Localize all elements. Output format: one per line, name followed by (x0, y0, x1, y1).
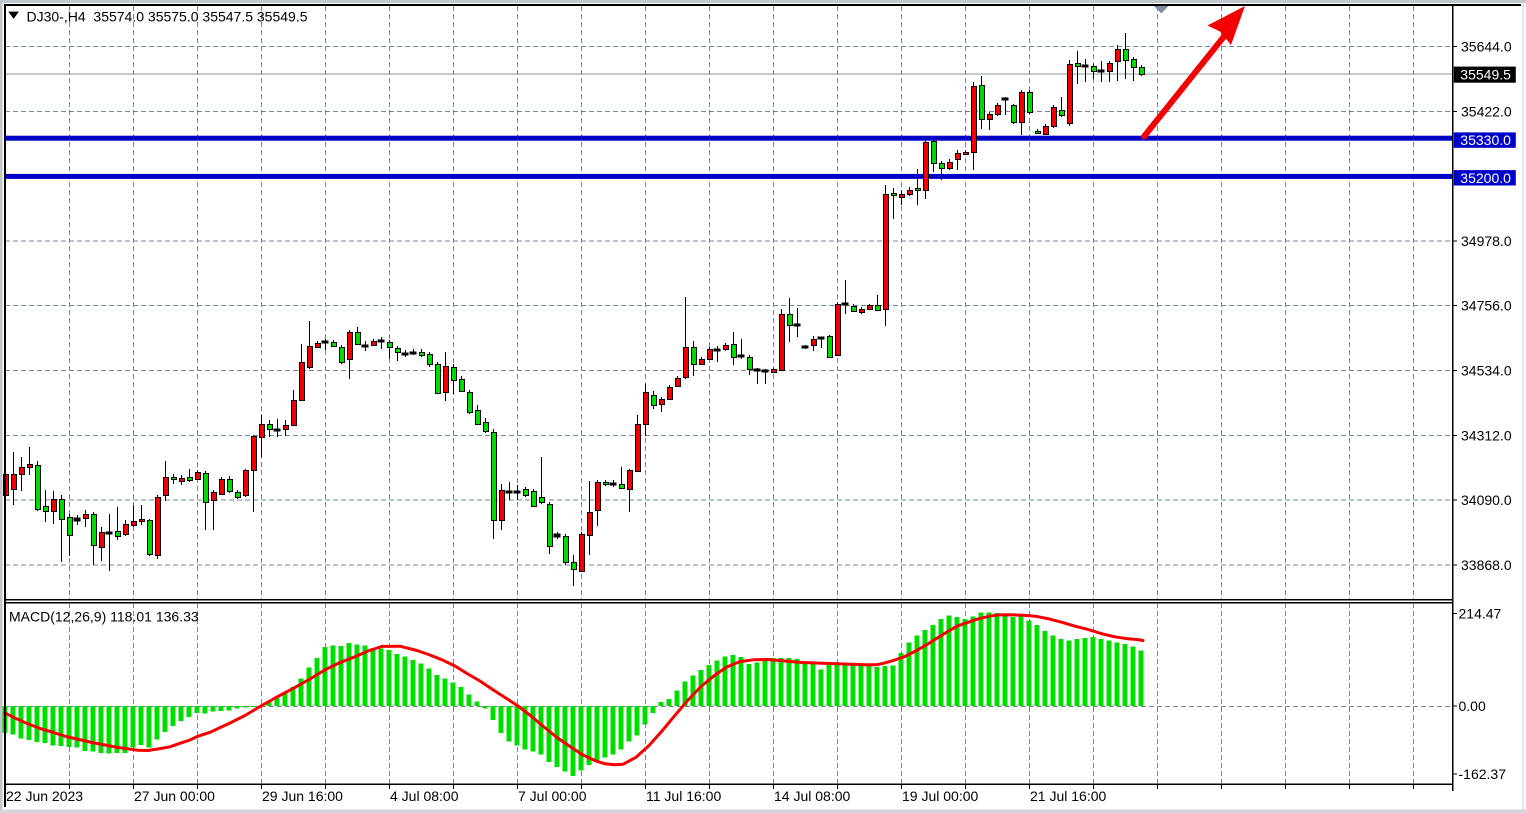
svg-text:0.00: 0.00 (1459, 698, 1486, 714)
svg-text:4 Jul 08:00: 4 Jul 08:00 (390, 788, 459, 804)
svg-text:-162.37: -162.37 (1459, 766, 1507, 782)
svg-text:34090.0: 34090.0 (1461, 492, 1512, 508)
svg-text:34534.0: 34534.0 (1461, 363, 1512, 379)
svg-text:MACD(12,26,9) 118.01 136.33: MACD(12,26,9) 118.01 136.33 (9, 609, 199, 625)
svg-text:7 Jul 00:00: 7 Jul 00:00 (518, 788, 587, 804)
svg-text:35200.0: 35200.0 (1460, 170, 1511, 186)
svg-text:27 Jun 00:00: 27 Jun 00:00 (134, 788, 215, 804)
svg-text:14 Jul 08:00: 14 Jul 08:00 (774, 788, 850, 804)
svg-text:35330.0: 35330.0 (1460, 132, 1511, 148)
svg-text:35422.0: 35422.0 (1461, 103, 1512, 119)
svg-text:35644.0: 35644.0 (1461, 39, 1512, 55)
svg-text:33868.0: 33868.0 (1461, 557, 1512, 573)
svg-text:22 Jun 2023: 22 Jun 2023 (6, 788, 83, 804)
svg-text:34756.0: 34756.0 (1461, 298, 1512, 314)
svg-text:29 Jun 16:00: 29 Jun 16:00 (262, 788, 343, 804)
svg-text:21 Jul 16:00: 21 Jul 16:00 (1030, 788, 1106, 804)
svg-text:214.47: 214.47 (1459, 606, 1502, 622)
svg-text:34978.0: 34978.0 (1461, 233, 1512, 249)
svg-text:19 Jul 00:00: 19 Jul 00:00 (902, 788, 978, 804)
svg-text:11 Jul 16:00: 11 Jul 16:00 (646, 788, 721, 804)
svg-text:DJ30-,H4 35574.0 35575.0 3554: DJ30-,H4 35574.0 35575.0 35547.5 35549.5 (27, 8, 308, 24)
svg-text:34312.0: 34312.0 (1461, 427, 1512, 443)
svg-text:35549.5: 35549.5 (1460, 67, 1511, 83)
